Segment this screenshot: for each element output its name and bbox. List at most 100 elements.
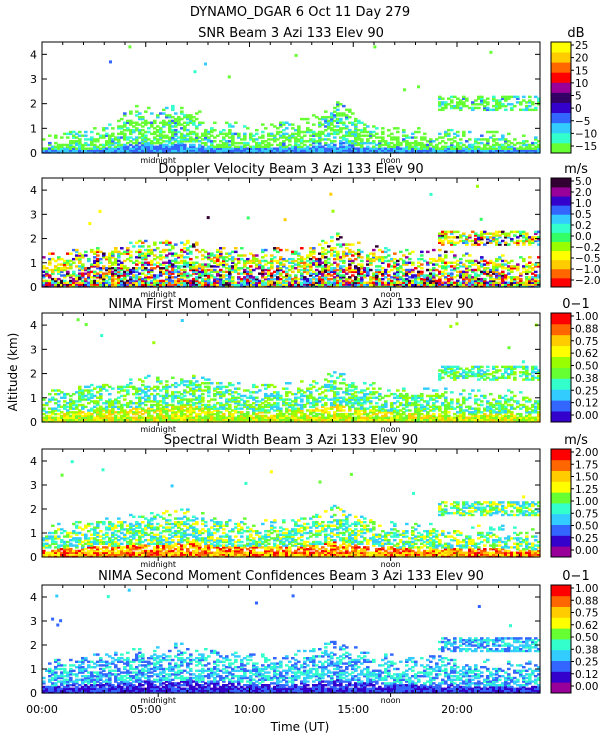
heatmap-cell	[315, 265, 319, 268]
heatmap-cell	[126, 416, 130, 419]
heatmap-cell	[69, 394, 73, 398]
heatmap-cell	[516, 285, 520, 288]
heatmap-cell	[195, 398, 199, 401]
heatmap-cell	[468, 254, 472, 257]
heatmap-cell	[333, 145, 337, 149]
heatmap-cell	[270, 281, 274, 284]
heatmap-cell	[465, 283, 469, 286]
heatmap-cell	[243, 138, 247, 141]
heatmap-cell	[408, 136, 412, 139]
y-tick-label: 0	[30, 281, 37, 294]
heatmap-cell	[474, 279, 478, 283]
heatmap-cell	[420, 263, 424, 266]
heatmap-cell	[153, 121, 157, 124]
heatmap-cell	[57, 283, 61, 286]
heatmap-cell	[471, 151, 475, 154]
heatmap-cell	[57, 149, 61, 152]
heatmap-cell	[462, 151, 466, 154]
heatmap-cell	[387, 279, 391, 283]
heatmap-cell	[327, 127, 331, 130]
heatmap-cell	[150, 279, 154, 283]
heatmap-cell	[105, 151, 109, 154]
heatmap-cell	[126, 272, 130, 275]
heatmap-cell	[198, 409, 202, 412]
heatmap-cell	[171, 149, 175, 152]
heatmap-cell	[159, 389, 163, 392]
heatmap-cell	[123, 416, 127, 419]
heatmap-cell	[456, 285, 460, 288]
heatmap-cell	[144, 239, 148, 243]
heatmap-cell	[42, 412, 46, 416]
heatmap-cell	[417, 277, 421, 281]
heatmap-cell	[252, 145, 256, 149]
heatmap-cell	[90, 392, 94, 396]
heatmap-cell	[537, 276, 541, 279]
heatmap-cell	[189, 250, 193, 254]
heatmap-cell	[339, 128, 343, 132]
heatmap-cell	[84, 414, 88, 418]
heatmap-cell	[60, 274, 64, 277]
heatmap-cell	[354, 279, 358, 283]
heatmap-cell	[297, 140, 301, 143]
heatmap-cell	[165, 407, 169, 410]
heatmap-cell	[531, 237, 535, 241]
heatmap-cell	[213, 407, 217, 410]
heatmap-cell	[465, 276, 469, 279]
heatmap-cell	[120, 127, 124, 130]
heatmap-cell	[501, 104, 505, 108]
heatmap-cell	[171, 383, 175, 387]
heatmap-cell	[528, 239, 532, 243]
heatmap-cell	[150, 405, 154, 409]
heatmap-cell	[159, 403, 163, 407]
heatmap-cell	[411, 250, 415, 254]
heatmap-cell	[324, 143, 328, 147]
heatmap-cell	[474, 281, 478, 284]
heatmap-cell	[438, 101, 442, 104]
heatmap-cell	[204, 136, 208, 139]
heatmap-cell	[180, 250, 184, 254]
heatmap-cell	[216, 281, 220, 284]
heatmap-cell	[117, 132, 121, 136]
heatmap-cell	[306, 147, 310, 150]
heatmap-cell	[225, 402, 229, 405]
heatmap-cell	[198, 283, 202, 286]
heatmap-cell	[348, 151, 352, 154]
heatmap-cell	[432, 274, 436, 277]
heatmap-cell	[243, 254, 247, 257]
heatmap-cell	[480, 279, 484, 283]
heatmap-cell	[180, 117, 184, 121]
heatmap-cell	[192, 394, 196, 398]
heatmap-cell	[51, 149, 55, 152]
heatmap-cell	[162, 112, 166, 115]
heatmap-cell	[342, 265, 346, 268]
heatmap-cell	[336, 125, 340, 128]
heatmap-cell	[108, 276, 112, 279]
heatmap-cell	[156, 114, 160, 117]
heatmap-cell	[492, 138, 496, 141]
heatmap-cell	[282, 281, 286, 284]
heatmap-cell	[324, 117, 328, 121]
heatmap-cell	[123, 389, 127, 392]
heatmap-cell	[159, 272, 163, 275]
heatmap-cell	[189, 147, 193, 150]
heatmap-cell	[84, 394, 88, 398]
heatmap-cell	[429, 272, 433, 275]
heatmap-cell	[198, 400, 202, 403]
heatmap-cell	[429, 281, 433, 284]
heatmap-cell	[120, 261, 124, 264]
heatmap-cell	[381, 140, 385, 143]
heatmap-cell	[111, 270, 115, 274]
heatmap-cell	[57, 277, 61, 281]
heatmap-cell	[216, 145, 220, 149]
heatmap-cell	[477, 265, 481, 268]
heatmap-cell	[135, 143, 139, 147]
heatmap-cell	[219, 149, 223, 152]
heatmap-cell	[72, 283, 76, 286]
heatmap-cell	[345, 267, 349, 270]
heatmap-cell	[273, 125, 277, 128]
heatmap-cell	[51, 147, 55, 150]
heatmap-cell	[225, 389, 229, 392]
heatmap-cell	[258, 136, 262, 139]
heatmap-cell	[348, 259, 352, 263]
heatmap-cell	[225, 403, 229, 407]
